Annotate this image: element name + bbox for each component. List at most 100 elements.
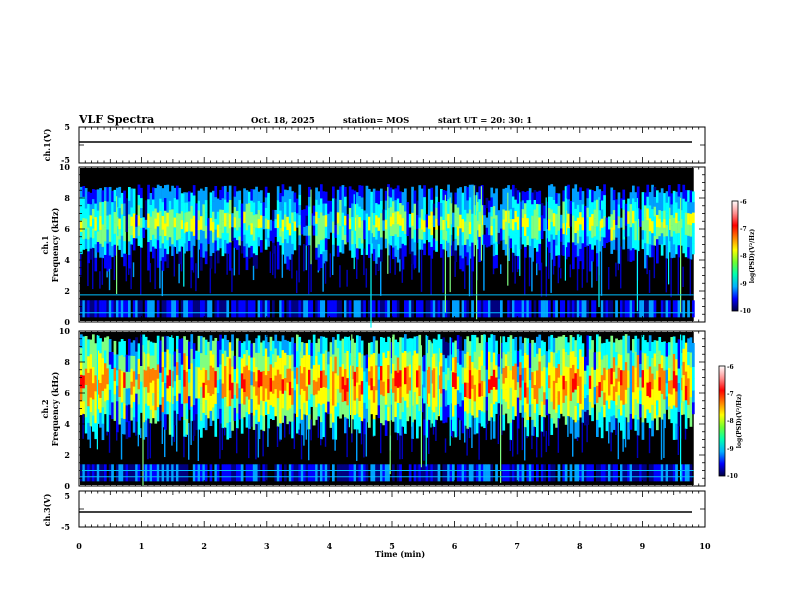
spectrogram-cell (188, 240, 191, 251)
spectrogram-cell (224, 300, 227, 318)
spectrogram-cell (104, 375, 107, 389)
spectrogram-cell (173, 395, 177, 411)
spectrogram-cell (245, 464, 249, 482)
spectrogram-cell (608, 355, 611, 369)
spectrogram-cell (675, 358, 678, 376)
spectrogram-cell (452, 386, 455, 402)
spectrogram-cell (348, 365, 352, 378)
spectrogram-cell (171, 403, 174, 421)
spectrogram-cell (156, 198, 160, 213)
spectrogram-cell (317, 403, 321, 417)
ch3-waveform-panel: 5 -5 ch.3(V) 0 1 2 3 4 5 6 7 8 9 10 Time (min) (42, 490, 711, 559)
spectrogram-cell (132, 188, 136, 202)
spectrogram-cell (605, 339, 609, 355)
spectrogram-cell (159, 464, 162, 482)
spectrogram-cell (468, 258, 471, 297)
spectrogram-cell (310, 213, 314, 226)
spectrogram-cell (588, 230, 592, 245)
spectrogram-cell (677, 382, 681, 398)
spectrogram-cell (360, 208, 364, 221)
spectrogram-cell (432, 382, 436, 398)
spectrogram-cell (677, 257, 680, 295)
spectrogram-cell (154, 369, 158, 384)
spectrogram-cell (84, 416, 88, 434)
spectrogram-cell (192, 435, 195, 441)
spectrogram-cell (413, 203, 417, 217)
spectrogram-cell (233, 464, 237, 482)
ch1-colorbar-gradient (731, 200, 739, 312)
spectrogram-cell (557, 218, 561, 231)
spectrogram-cell (576, 334, 580, 352)
spectrogram-cell (420, 198, 424, 210)
spectrogram-cell (168, 200, 172, 210)
x-tick-label: 0 (76, 541, 82, 551)
spectrogram-cell (190, 406, 194, 422)
spectrogram-cell (476, 417, 479, 434)
spectrogram-cell (420, 398, 424, 413)
spectrogram-cell (272, 380, 275, 394)
spectrogram-cell (214, 337, 218, 355)
spectrogram-cell (459, 364, 462, 379)
spectrogram-cell (636, 464, 640, 482)
spectrogram-cell (279, 464, 282, 482)
spectrogram-cell (430, 246, 434, 259)
spectrogram-cell (168, 218, 172, 229)
spectrogram-cell (80, 361, 83, 375)
spectrogram-cell (629, 350, 633, 367)
spectrogram-cell (680, 340, 683, 354)
spectrogram-cell (543, 391, 546, 405)
spectrogram-cell (202, 300, 206, 318)
spectrogram-cell (164, 398, 167, 415)
spectrogram-cell (624, 203, 628, 215)
spectrogram-cell (538, 256, 542, 271)
spectrogram-cell (545, 300, 549, 318)
spectrogram-cell (221, 398, 225, 414)
spectrogram-cell (298, 224, 302, 236)
spectrogram-cell (574, 340, 578, 357)
spectrogram-cell (632, 339, 635, 353)
spectrogram-cell (521, 226, 525, 236)
spectrogram-cell (648, 428, 651, 454)
spectrogram-cell (509, 228, 513, 239)
spectrogram-cell (118, 410, 122, 425)
spectrogram-cell (632, 198, 635, 211)
spectrogram-cell (413, 229, 417, 243)
spectrogram-cell (101, 407, 105, 424)
spectrogram-cell (226, 191, 230, 203)
spectrogram-cell (291, 201, 294, 213)
spectrogram-cell (519, 399, 522, 413)
spectrogram-cell (348, 228, 352, 240)
spectrogram-cell (156, 226, 160, 241)
spectrogram-cell (617, 251, 621, 264)
spectrogram-cell (644, 255, 647, 269)
spectrogram-cell (425, 386, 429, 404)
spectrogram-cell (214, 387, 218, 404)
spectrogram-cell (442, 405, 446, 424)
spectrogram-cell (576, 204, 580, 218)
spectrogram-cell (89, 237, 93, 249)
spectrogram-cell (401, 192, 405, 206)
spectrogram-cell (216, 353, 220, 368)
spectrogram-cell (204, 186, 208, 201)
spectrogram-cell (111, 351, 114, 369)
spectrogram-cell (315, 343, 318, 357)
spectrogram-cell (682, 464, 686, 482)
spectrogram-cell (413, 364, 417, 379)
spectrogram-cell (512, 184, 515, 197)
spectrogram-cell (591, 249, 594, 262)
spectrogram-cell (101, 190, 105, 202)
spectrogram-cell (380, 300, 383, 318)
spectrogram-cell (176, 387, 179, 402)
spectrogram-cell (418, 350, 422, 366)
spectrogram-cell (444, 341, 448, 359)
spectrogram-cell (298, 464, 302, 482)
spectrogram-cell (384, 228, 388, 239)
spectrogram-cell (684, 464, 688, 482)
spectrogram-cell (144, 420, 148, 438)
spectrogram-cell (190, 205, 194, 219)
spectrogram-cell (346, 300, 350, 318)
spectrogram-cell (288, 198, 292, 212)
spectrogram-cell (677, 397, 681, 412)
spectrogram-cell (430, 234, 434, 247)
spectrogram-cell (617, 408, 621, 423)
